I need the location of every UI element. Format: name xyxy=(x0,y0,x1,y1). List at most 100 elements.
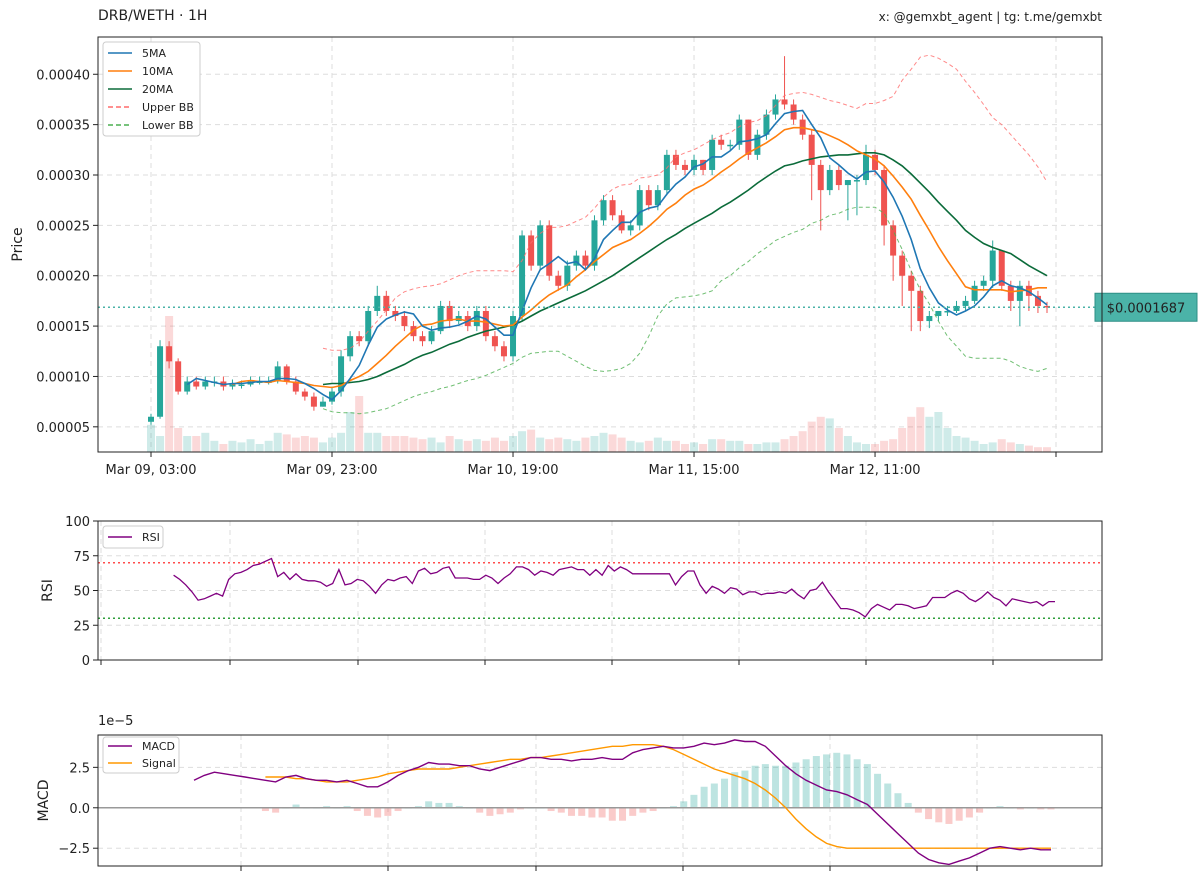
volume-bar xyxy=(662,440,671,452)
volume-bar xyxy=(165,316,174,452)
macd-histogram-bar xyxy=(680,801,688,808)
price-ytick-label: 0.00035 xyxy=(36,119,90,134)
volume-bar xyxy=(852,442,861,452)
volume-bar xyxy=(409,437,418,452)
rsi-ytick-label: 100 xyxy=(65,515,90,530)
candle-body xyxy=(609,200,616,216)
legend-label: 20MA xyxy=(142,83,173,96)
legend-label: 10MA xyxy=(142,65,173,78)
volume-bar xyxy=(635,442,644,452)
macd-histogram-bar xyxy=(425,801,433,808)
volume-bar xyxy=(255,444,264,452)
macd-histogram-bar xyxy=(516,807,524,810)
price-xtick-label: Mar 09, 23:00 xyxy=(287,463,378,478)
candle-body xyxy=(546,225,553,276)
volume-bar xyxy=(608,434,617,452)
candle-body xyxy=(356,336,363,342)
candle-body xyxy=(817,164,824,191)
candle-body xyxy=(636,190,643,226)
price-ytick-label: 0.00025 xyxy=(36,219,90,234)
candle-body xyxy=(672,154,679,165)
rsi-ytick-label: 0 xyxy=(82,654,90,669)
candle-body xyxy=(917,290,924,322)
volume-bar xyxy=(816,416,825,452)
candle-body xyxy=(473,310,480,327)
candle-body xyxy=(301,391,308,397)
macd-histogram-bar xyxy=(690,794,698,808)
ma20-line xyxy=(322,152,1048,386)
volume-bar xyxy=(282,434,291,452)
macd-histogram-bar xyxy=(363,807,371,816)
candle-body xyxy=(528,235,535,266)
macd-histogram-bar xyxy=(1047,807,1055,810)
macd-histogram-bar xyxy=(802,759,810,808)
volume-bar xyxy=(671,440,680,452)
price-xtick-label: Mar 11, 15:00 xyxy=(649,463,740,478)
candle-body xyxy=(347,336,354,357)
candle-body xyxy=(754,134,761,155)
volume-bar xyxy=(907,416,916,452)
volume-bar xyxy=(545,439,554,452)
legend-box xyxy=(102,41,201,137)
candle-body xyxy=(745,119,752,155)
volume-bar xyxy=(735,440,744,452)
macd-histogram-bar xyxy=(323,806,331,808)
candle-body xyxy=(971,285,978,301)
volume-bar xyxy=(898,428,907,452)
candle-body xyxy=(681,164,688,170)
candle-body xyxy=(283,366,290,382)
candle-body xyxy=(853,180,860,182)
price-xtick-label: Mar 09, 03:00 xyxy=(106,463,197,478)
price-xtick-label: Mar 12, 11:00 xyxy=(830,463,921,478)
volume-bar xyxy=(889,439,898,452)
macd-histogram-bar xyxy=(700,786,708,808)
macd-histogram-bar xyxy=(445,802,453,808)
candle-body xyxy=(600,200,607,221)
volume-bar xyxy=(174,428,183,452)
volume-bar xyxy=(219,444,228,452)
volume-bar xyxy=(1033,447,1042,452)
macd-panel: −2.5 0.0 2.5 1e−5 MACD MACD Signal xyxy=(36,714,1103,871)
volume-bar xyxy=(509,436,518,452)
macd-histogram-bar xyxy=(261,807,269,812)
candle-body xyxy=(962,300,969,306)
macd-ytick-label: 2.5 xyxy=(69,761,90,776)
macd-histogram-bar xyxy=(435,802,443,808)
volume-bar xyxy=(318,442,327,452)
legend-box xyxy=(102,525,164,549)
candle-body xyxy=(953,305,960,311)
candle-body xyxy=(1016,285,1023,301)
macd-histogram-bar xyxy=(945,807,953,824)
macd-histogram-bar xyxy=(486,807,494,816)
macd-histogram-bar xyxy=(792,762,800,808)
macd-histogram-bar xyxy=(1016,807,1024,810)
macd-histogram-bar xyxy=(608,807,616,821)
macd-histogram-bar xyxy=(904,802,912,808)
candle-body xyxy=(238,384,245,387)
candle-body xyxy=(166,346,173,362)
volume-bar xyxy=(554,437,563,452)
candle-body xyxy=(944,310,951,313)
volume-bar xyxy=(1006,442,1015,452)
volume-bar xyxy=(771,442,780,452)
candle-body xyxy=(401,316,408,327)
candle-body xyxy=(926,316,933,322)
macd-histogram-bar xyxy=(894,793,902,808)
volume-bar xyxy=(183,436,192,452)
volume-bar xyxy=(861,444,870,452)
volume-bar xyxy=(726,440,735,452)
volume-bar xyxy=(237,442,246,452)
candle-body xyxy=(1044,305,1050,308)
volume-bar xyxy=(210,440,219,452)
macd-histogram-bar xyxy=(343,806,351,808)
volume-bar xyxy=(925,416,934,452)
candle-body xyxy=(274,366,281,382)
rsi-legend: RSI xyxy=(102,525,164,549)
volume-bar xyxy=(291,437,300,452)
volume-bar xyxy=(653,437,662,452)
candle-body xyxy=(709,139,716,170)
candle-body xyxy=(808,134,815,165)
macd-histogram-bar xyxy=(394,807,402,812)
volume-bar xyxy=(147,424,155,452)
